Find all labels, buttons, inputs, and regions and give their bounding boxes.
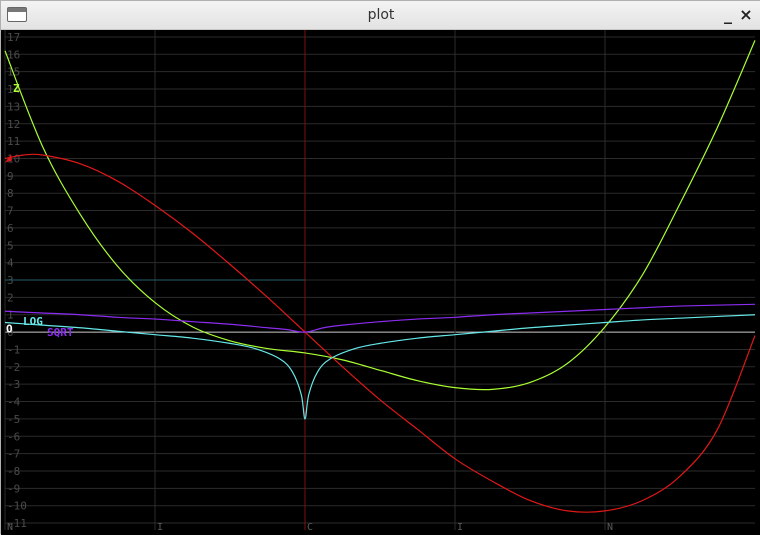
y-tick-label: -8	[7, 465, 20, 478]
y-tick-label: 17	[7, 31, 20, 44]
y-tick-label: 12	[7, 118, 20, 131]
window-title: plot	[367, 7, 395, 23]
y-tick-label: 7	[7, 205, 14, 218]
y-tick-label: -11	[7, 517, 27, 530]
y-tick-label: -10	[7, 500, 27, 513]
label-log: LOG	[23, 315, 43, 328]
label-z: Z	[13, 82, 20, 95]
y-tick-label: 14	[7, 83, 21, 96]
x-tick-label: I	[157, 522, 163, 533]
y-tick-label: 0	[7, 326, 14, 339]
x-tick-label: N	[7, 522, 13, 533]
y-tick-label: 8	[7, 187, 14, 200]
plot-area[interactable]: 17161514131211109876543210-1-2-3-4-5-6-7…	[1, 30, 760, 535]
y-tick-label: 1	[7, 309, 14, 322]
y-tick-label: 2	[7, 291, 14, 304]
close-icon[interactable]: ×	[739, 5, 753, 24]
y-tick-label: -5	[7, 413, 20, 426]
x-tick-label: C	[307, 522, 313, 533]
series-red-line	[4, 153, 756, 513]
series-z-line	[4, 40, 756, 391]
y-tick-label: -7	[7, 448, 20, 461]
y-tick-label: -9	[7, 482, 20, 495]
y-tick-label: 9	[7, 170, 14, 183]
y-tick-label: 5	[7, 239, 14, 252]
title-bar[interactable]: plot _ ×	[1, 1, 760, 30]
y-tick-label: -2	[7, 361, 20, 374]
x-tick-label: N	[607, 522, 613, 533]
y-tick-label: 13	[7, 100, 20, 113]
y-tick-label: -3	[7, 378, 20, 391]
red-arrow-marker	[5, 154, 12, 163]
label-sqrt: SQRT	[47, 326, 74, 339]
y-tick-label: -1	[7, 343, 20, 356]
label-origin: O	[6, 323, 13, 336]
series-log-line	[4, 314, 756, 420]
y-tick-label: -4	[7, 396, 21, 409]
y-tick-label: 4	[7, 257, 14, 270]
y-tick-label: -6	[7, 430, 20, 443]
y-tick-label: 11	[7, 135, 20, 148]
y-tick-label: 16	[7, 48, 20, 61]
series-sqrt-line	[4, 303, 756, 333]
minimize-icon[interactable]: _	[724, 5, 732, 24]
x-tick-label: I	[457, 522, 463, 533]
y-tick-label: 6	[7, 222, 14, 235]
plot-chart: 17161514131211109876543210-1-2-3-4-5-6-7…	[4, 30, 756, 533]
window-icon[interactable]	[7, 7, 27, 22]
